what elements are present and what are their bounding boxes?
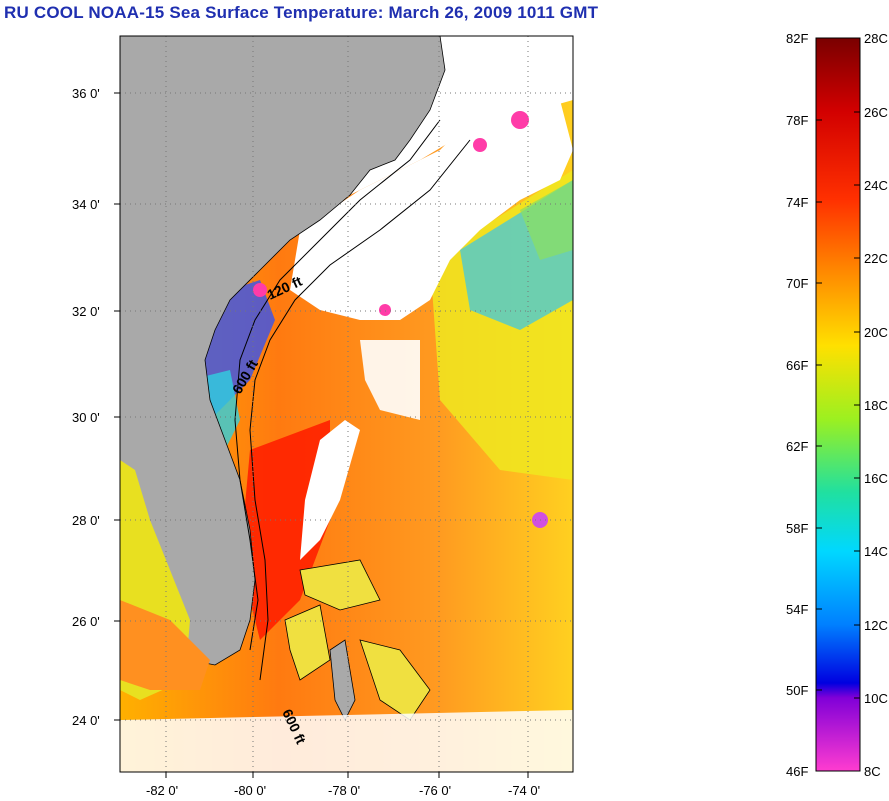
cbar-f-label: 46F: [786, 764, 808, 779]
florida-bay-water: [120, 600, 210, 690]
bahamas-bank: [284, 604, 331, 681]
cbar-c-label: 16C: [864, 471, 888, 486]
bahamas-island: [329, 639, 356, 721]
cbar-c-label: 18C: [864, 398, 888, 413]
bahamas-bank: [299, 559, 381, 611]
cbar-f-label: 62F: [786, 439, 808, 454]
map-frame: [119, 35, 574, 773]
cbar-c-label: 12C: [864, 618, 888, 633]
lon-label: -74 0': [508, 783, 540, 798]
colorbar-ticks: [816, 111, 860, 699]
cbar-c-label: 22C: [864, 251, 888, 266]
cbar-f-label: 58F: [786, 521, 808, 536]
lat-label: 26 0': [72, 614, 100, 629]
lat-label: 28 0': [72, 513, 100, 528]
lat-label: 36 0': [72, 86, 100, 101]
magenta-patch: [511, 111, 529, 129]
lat-label: 32 0': [72, 304, 100, 319]
cbar-c-label: 10C: [864, 691, 888, 706]
map-panel: 120 ft 600 ft 600 ft: [120, 36, 573, 772]
lon-label: -80 0': [234, 783, 266, 798]
lon-label: -76 0': [419, 783, 451, 798]
cloud-cover-north: [290, 100, 573, 320]
cloud-patch-east: [360, 340, 420, 420]
longitude-ticks: [165, 772, 529, 778]
cloud-streak-central: [300, 420, 360, 560]
colorbar-fahrenheit-labels: 82F 78F 74F 70F 66F 62F 58F 54F 50F 46F: [786, 31, 808, 779]
cbar-f-label: 78F: [786, 113, 808, 128]
cbar-c-label: 26C: [864, 105, 888, 120]
swath-edge: [120, 710, 573, 772]
cbar-c-label: 24C: [864, 178, 888, 193]
lon-label: -78 0': [328, 783, 360, 798]
magenta-patch: [379, 304, 391, 316]
cbar-f-label: 82F: [786, 31, 808, 46]
bahamas-bank: [359, 639, 431, 721]
colorbar: [815, 37, 861, 772]
latitude-ticks: [114, 92, 120, 721]
cbar-c-label: 20C: [864, 325, 888, 340]
depth-contour-120ft: [234, 119, 441, 651]
cbar-c-label: 28C: [864, 31, 888, 46]
lon-label: -82 0': [146, 783, 178, 798]
green-water-zone: [520, 180, 573, 260]
cbar-f-label: 54F: [786, 602, 808, 617]
magenta-patch: [473, 138, 487, 152]
magenta-patch: [253, 283, 267, 297]
depth-contour-600ft: [249, 139, 471, 681]
cbar-f-label: 74F: [786, 195, 808, 210]
map-title: RU COOL NOAA-15 Sea Surface Temperature:…: [4, 3, 599, 22]
graticule: [120, 36, 573, 772]
lat-label: 30 0': [72, 410, 100, 425]
cbar-f-label: 70F: [786, 276, 808, 291]
cbar-c-label: 14C: [864, 544, 888, 559]
cbar-f-label: 50F: [786, 683, 808, 698]
colorbar-celsius-labels: 28C 26C 24C 22C 20C 18C 16C 14C 12C 10C …: [864, 31, 888, 779]
lat-label: 34 0': [72, 197, 100, 212]
cbar-c-label: 8C: [864, 764, 881, 779]
gulf-stream-warm-core: [240, 420, 330, 640]
lat-label: 24 0': [72, 713, 100, 728]
cbar-f-label: 66F: [786, 358, 808, 373]
